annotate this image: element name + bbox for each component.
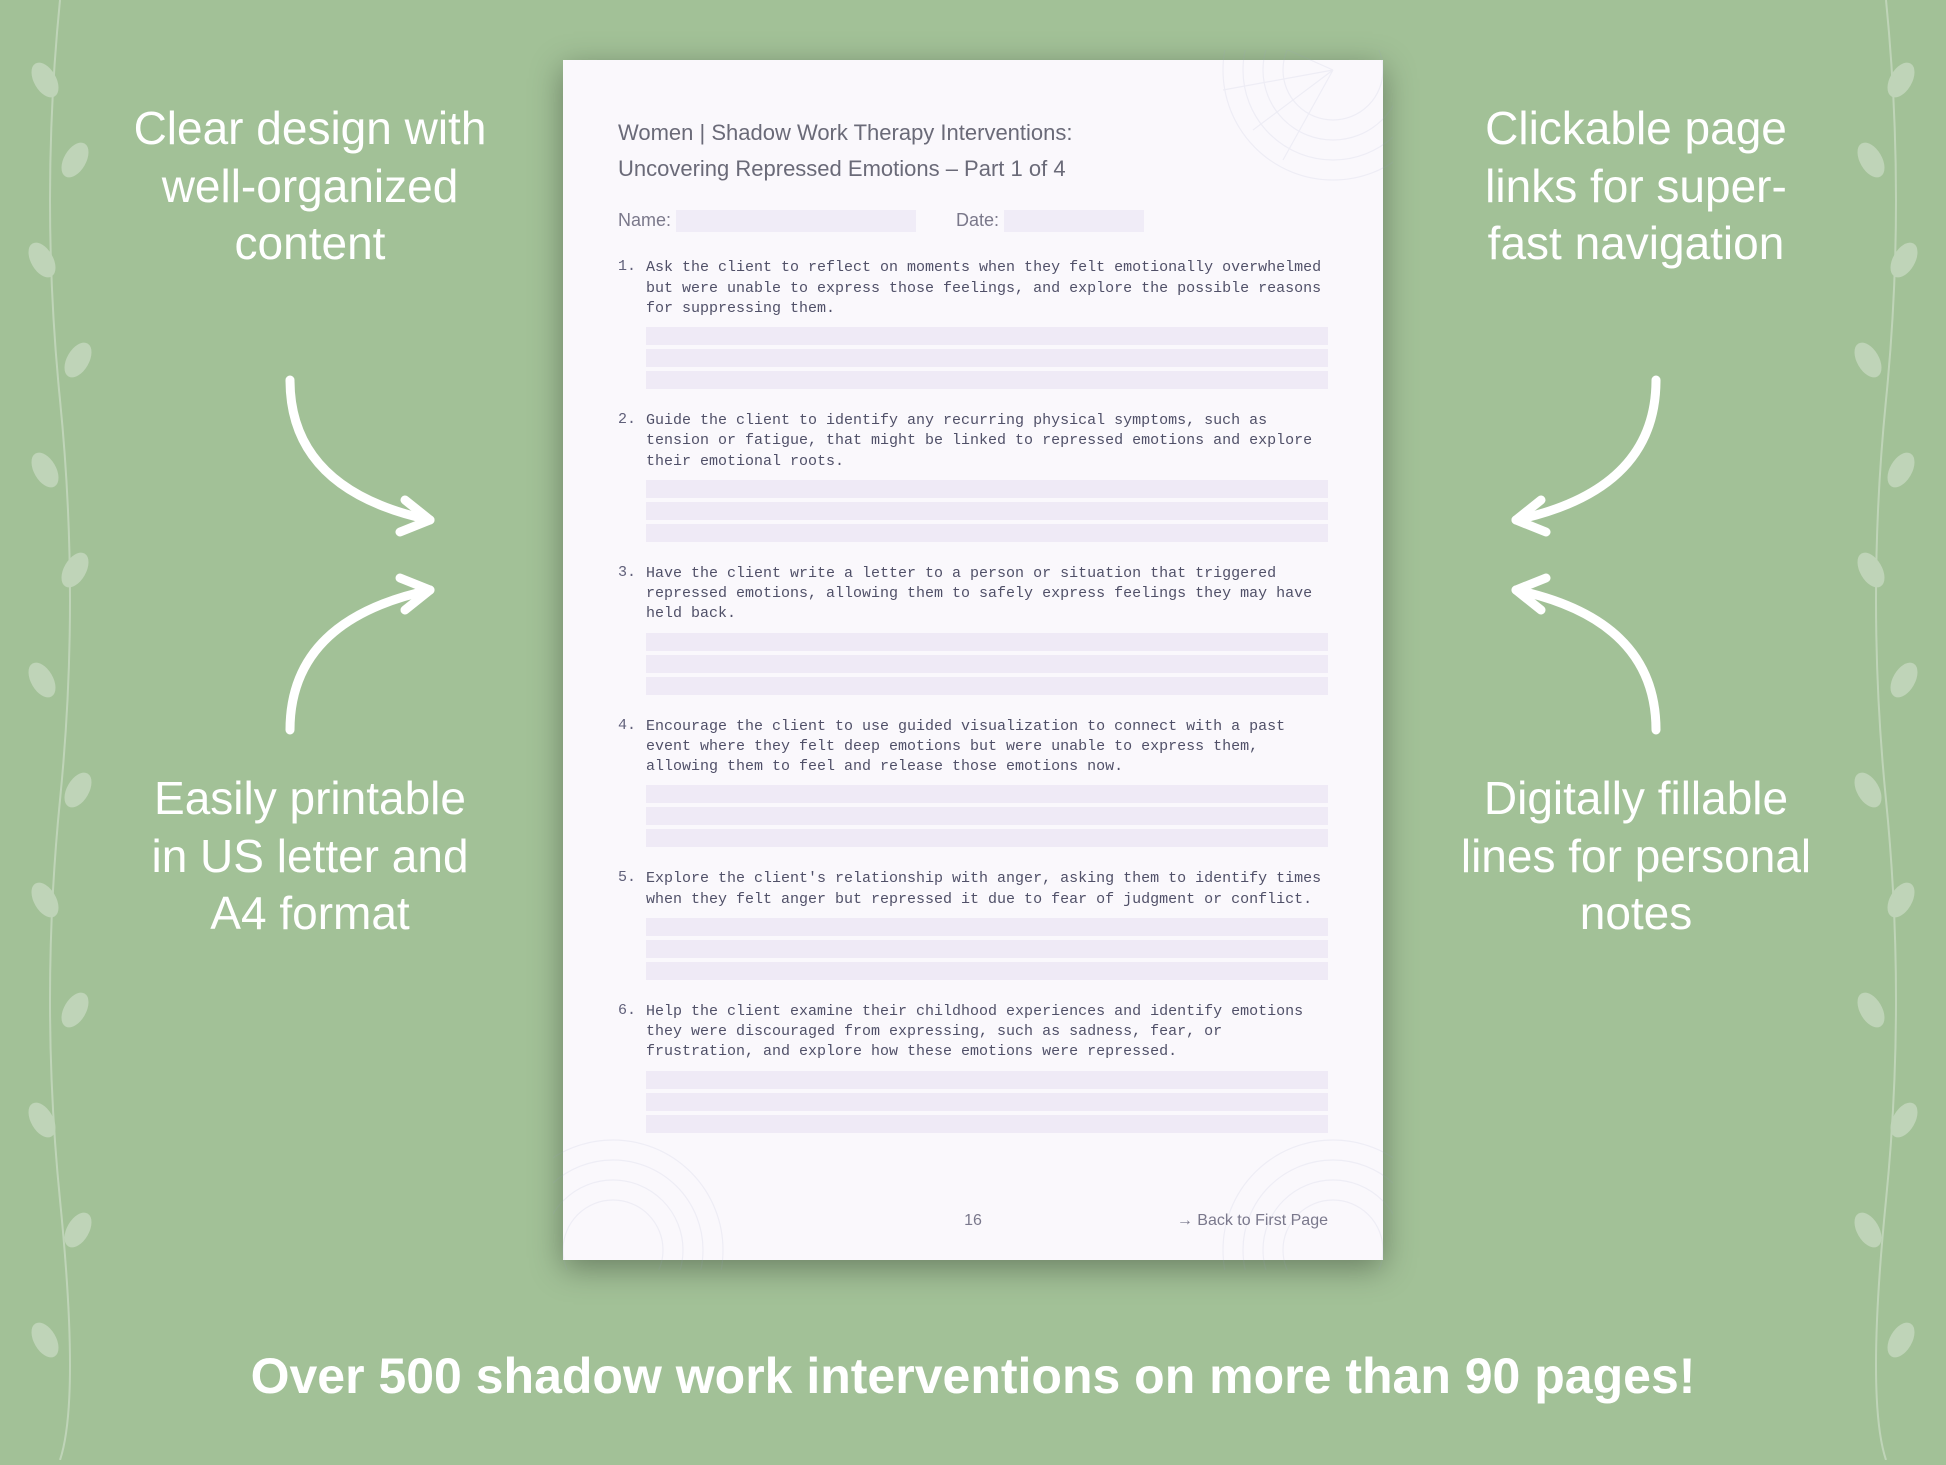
bottom-banner: Over 500 shadow work interventions on mo… <box>0 1347 1946 1405</box>
answer-line[interactable] <box>646 1115 1328 1133</box>
question-number: 3. <box>618 564 636 581</box>
answer-line[interactable] <box>646 327 1328 345</box>
answer-line[interactable] <box>646 349 1328 367</box>
question-item: 4. Encourage the client to use guided vis… <box>618 717 1328 848</box>
question-number: 4. <box>618 717 636 734</box>
name-field-group: Name: <box>618 210 916 232</box>
arrow-icon <box>260 560 480 755</box>
callout-top-left: Clear design with well-organized content <box>130 100 490 273</box>
question-item: 2. Guide the client to identify any recur… <box>618 411 1328 542</box>
question-list: 1. Ask the client to reflect on moments w… <box>618 258 1328 1132</box>
question-number: 2. <box>618 411 636 428</box>
answer-line[interactable] <box>646 785 1328 803</box>
name-input[interactable] <box>676 210 916 232</box>
page-number: 16 <box>964 1212 982 1230</box>
answer-line[interactable] <box>646 677 1328 695</box>
question-prompt: Help the client examine their childhood … <box>646 1002 1328 1063</box>
callout-top-right: Clickable page links for super-fast navi… <box>1456 100 1816 273</box>
question-number: 1. <box>618 258 636 275</box>
question-prompt: Have the client write a letter to a pers… <box>646 564 1328 625</box>
answer-lines[interactable] <box>646 918 1328 980</box>
answer-line[interactable] <box>646 633 1328 651</box>
answer-lines[interactable] <box>646 633 1328 695</box>
answer-lines[interactable] <box>646 480 1328 542</box>
answer-line[interactable] <box>646 918 1328 936</box>
question-prompt: Encourage the client to use guided visua… <box>646 717 1328 778</box>
question-number: 5. <box>618 869 636 886</box>
answer-lines[interactable] <box>646 1071 1328 1133</box>
date-input[interactable] <box>1004 210 1144 232</box>
question-prompt: Explore the client's relationship with a… <box>646 869 1328 910</box>
question-item: 1. Ask the client to reflect on moments w… <box>618 258 1328 389</box>
name-label: Name: <box>618 210 671 230</box>
question-item: 6. Help the client examine their childhoo… <box>618 1002 1328 1133</box>
answer-line[interactable] <box>646 371 1328 389</box>
question-prompt: Guide the client to identify any recurri… <box>646 411 1328 472</box>
back-to-first-page-link[interactable]: → Back to First Page <box>1177 1212 1328 1230</box>
question-number: 6. <box>618 1002 636 1019</box>
callout-bottom-right: Digitally fillable lines for personal no… <box>1456 770 1816 943</box>
question-item: 3. Have the client write a letter to a pe… <box>618 564 1328 695</box>
answer-line[interactable] <box>646 480 1328 498</box>
mandala-decoration <box>1133 50 1393 190</box>
callout-bottom-left: Easily printable in US letter and A4 for… <box>130 770 490 943</box>
arrow-icon <box>1466 560 1686 755</box>
answer-line[interactable] <box>646 1093 1328 1111</box>
worksheet-page: Women | Shadow Work Therapy Intervention… <box>563 60 1383 1260</box>
question-prompt: Ask the client to reflect on moments whe… <box>646 258 1328 319</box>
answer-line[interactable] <box>646 829 1328 847</box>
answer-lines[interactable] <box>646 785 1328 847</box>
date-label: Date: <box>956 210 999 230</box>
arrow-icon <box>1466 360 1686 555</box>
answer-lines[interactable] <box>646 327 1328 389</box>
answer-line[interactable] <box>646 962 1328 980</box>
arrow-icon <box>260 360 480 555</box>
answer-line[interactable] <box>646 655 1328 673</box>
question-item: 5. Explore the client's relationship with… <box>618 869 1328 980</box>
answer-line[interactable] <box>646 524 1328 542</box>
mandala-decoration <box>1133 1130 1393 1270</box>
answer-line[interactable] <box>646 502 1328 520</box>
answer-line[interactable] <box>646 807 1328 825</box>
mandala-decoration <box>553 1130 813 1270</box>
answer-line[interactable] <box>646 940 1328 958</box>
answer-line[interactable] <box>646 1071 1328 1089</box>
date-field-group: Date: <box>956 210 1144 232</box>
